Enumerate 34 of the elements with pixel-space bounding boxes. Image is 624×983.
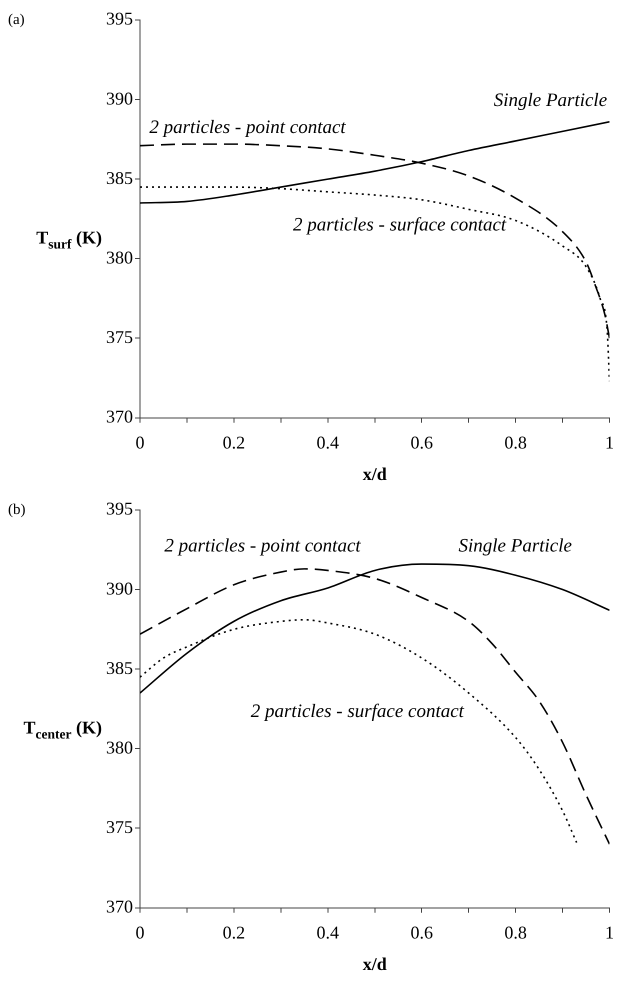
y-tick-label: 370	[106, 406, 133, 427]
x-axis-title: x/d	[362, 464, 387, 484]
x-tick-label: 0.8	[504, 922, 527, 942]
x-tick-label: 0.2	[222, 922, 246, 942]
y-tick-label: 375	[106, 816, 133, 837]
x-tick-label: 0.6	[410, 922, 433, 942]
series-label: 2 particles - surface contact	[293, 214, 507, 236]
x-tick-label: 0.2	[222, 432, 246, 452]
y-tick-label: 390	[106, 88, 133, 108]
series-label: 2 particles - surface contact	[250, 701, 465, 722]
text: (a)	[8, 12, 25, 28]
y-tick-label: 385	[106, 168, 133, 188]
x-tick-label: 0.8	[504, 432, 527, 452]
series-label: Single Particle	[458, 536, 572, 557]
x-tick-label: 1	[605, 922, 614, 942]
series-label: 2 particles - point contact	[149, 117, 346, 138]
x-tick-label: 0	[136, 432, 144, 452]
text: (b)	[8, 502, 26, 518]
y-tick-label: 390	[106, 578, 133, 598]
series-label: Single Particle	[494, 90, 608, 112]
y-tick-label: 395	[106, 498, 133, 519]
y-tick-label: 380	[106, 737, 133, 758]
y-tick-label: 375	[106, 326, 133, 347]
y-tick-label: 370	[106, 896, 133, 917]
x-tick-label: 0	[136, 922, 144, 942]
x-tick-label: 0.6	[410, 432, 433, 452]
x-tick-label: 1	[605, 432, 614, 452]
x-tick-label: 0.4	[316, 922, 340, 942]
y-tick-label: 385	[106, 658, 133, 678]
y-tick-label: 380	[106, 247, 133, 268]
series-label: 2 particles - point contact	[164, 536, 362, 557]
x-tick-label: 0.4	[316, 432, 340, 452]
x-axis-title: x/d	[362, 954, 387, 974]
y-tick-label: 395	[106, 8, 133, 29]
